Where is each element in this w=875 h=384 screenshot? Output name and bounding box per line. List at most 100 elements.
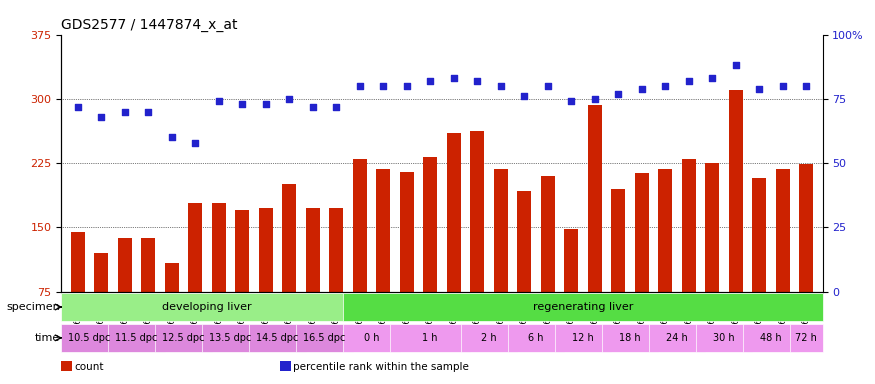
- Bar: [329, 209, 343, 356]
- Bar: [517, 191, 531, 356]
- Bar: [259, 209, 273, 356]
- FancyBboxPatch shape: [249, 324, 305, 352]
- Bar: [705, 163, 719, 356]
- Text: 48 h: 48 h: [760, 333, 781, 343]
- Bar: [235, 210, 249, 356]
- FancyBboxPatch shape: [61, 293, 353, 321]
- Bar: [424, 157, 438, 356]
- Text: 2 h: 2 h: [481, 333, 497, 343]
- FancyBboxPatch shape: [343, 324, 400, 352]
- Point: [188, 139, 202, 146]
- Bar: [164, 263, 178, 356]
- Text: 6 h: 6 h: [528, 333, 543, 343]
- Bar: [799, 164, 813, 356]
- Text: specimen: specimen: [6, 302, 60, 312]
- Point: [329, 103, 343, 109]
- Text: percentile rank within the sample: percentile rank within the sample: [293, 362, 469, 372]
- Text: 13.5 dpc: 13.5 dpc: [209, 333, 252, 343]
- Text: developing liver: developing liver: [162, 302, 252, 312]
- FancyBboxPatch shape: [696, 324, 752, 352]
- Point: [424, 78, 438, 84]
- Text: 72 h: 72 h: [795, 333, 817, 343]
- Text: GDS2577 / 1447874_x_at: GDS2577 / 1447874_x_at: [61, 18, 238, 32]
- FancyBboxPatch shape: [602, 324, 658, 352]
- FancyBboxPatch shape: [390, 324, 470, 352]
- Bar: [117, 238, 132, 356]
- Bar: [212, 204, 226, 356]
- Bar: [188, 204, 202, 356]
- FancyBboxPatch shape: [789, 324, 822, 352]
- Text: 18 h: 18 h: [619, 333, 640, 343]
- Bar: [611, 189, 625, 356]
- Bar: [775, 169, 789, 356]
- Bar: [564, 229, 578, 356]
- Bar: [541, 176, 555, 356]
- Bar: [71, 232, 85, 356]
- Text: 30 h: 30 h: [713, 333, 735, 343]
- Point: [658, 83, 672, 89]
- Point: [729, 62, 743, 68]
- Point: [94, 114, 108, 120]
- Point: [376, 83, 390, 89]
- Text: count: count: [74, 362, 104, 372]
- Bar: [141, 238, 155, 356]
- Point: [611, 91, 625, 97]
- Bar: [305, 209, 319, 356]
- Point: [141, 109, 155, 115]
- Text: 12.5 dpc: 12.5 dpc: [162, 333, 205, 343]
- Text: 16.5 dpc: 16.5 dpc: [304, 333, 346, 343]
- Bar: [493, 169, 507, 356]
- Point: [164, 134, 178, 141]
- Bar: [282, 184, 297, 356]
- Bar: [470, 131, 484, 356]
- Point: [634, 86, 648, 92]
- Point: [212, 98, 226, 104]
- Text: 0 h: 0 h: [364, 333, 379, 343]
- Bar: [400, 172, 414, 356]
- Point: [682, 78, 696, 84]
- Bar: [353, 159, 367, 356]
- Point: [259, 101, 273, 107]
- Text: 10.5 dpc: 10.5 dpc: [68, 333, 110, 343]
- Point: [588, 96, 602, 102]
- Point: [117, 109, 132, 115]
- Point: [705, 75, 719, 81]
- Point: [517, 93, 531, 99]
- FancyBboxPatch shape: [743, 324, 799, 352]
- Bar: [729, 90, 743, 356]
- FancyBboxPatch shape: [555, 324, 611, 352]
- Bar: [658, 169, 672, 356]
- FancyBboxPatch shape: [648, 324, 705, 352]
- Text: 11.5 dpc: 11.5 dpc: [116, 333, 158, 343]
- Point: [493, 83, 507, 89]
- Text: 24 h: 24 h: [666, 333, 688, 343]
- FancyBboxPatch shape: [460, 324, 517, 352]
- Point: [353, 83, 367, 89]
- FancyBboxPatch shape: [343, 293, 822, 321]
- Point: [752, 86, 766, 92]
- Bar: [94, 253, 108, 356]
- FancyBboxPatch shape: [155, 324, 212, 352]
- Bar: [376, 169, 390, 356]
- Point: [235, 101, 249, 107]
- Point: [799, 83, 813, 89]
- FancyBboxPatch shape: [202, 324, 259, 352]
- Point: [305, 103, 319, 109]
- Text: 14.5 dpc: 14.5 dpc: [256, 333, 298, 343]
- FancyBboxPatch shape: [108, 324, 164, 352]
- Point: [564, 98, 578, 104]
- Bar: [634, 172, 648, 356]
- Text: time: time: [35, 333, 60, 343]
- Point: [541, 83, 555, 89]
- Point: [282, 96, 296, 102]
- Text: 12 h: 12 h: [572, 333, 594, 343]
- Bar: [446, 133, 460, 356]
- Bar: [587, 105, 602, 356]
- FancyBboxPatch shape: [61, 324, 117, 352]
- Bar: [752, 178, 766, 356]
- FancyBboxPatch shape: [507, 324, 564, 352]
- Bar: [682, 159, 696, 356]
- Point: [775, 83, 789, 89]
- Text: regenerating liver: regenerating liver: [533, 302, 633, 312]
- Point: [400, 83, 414, 89]
